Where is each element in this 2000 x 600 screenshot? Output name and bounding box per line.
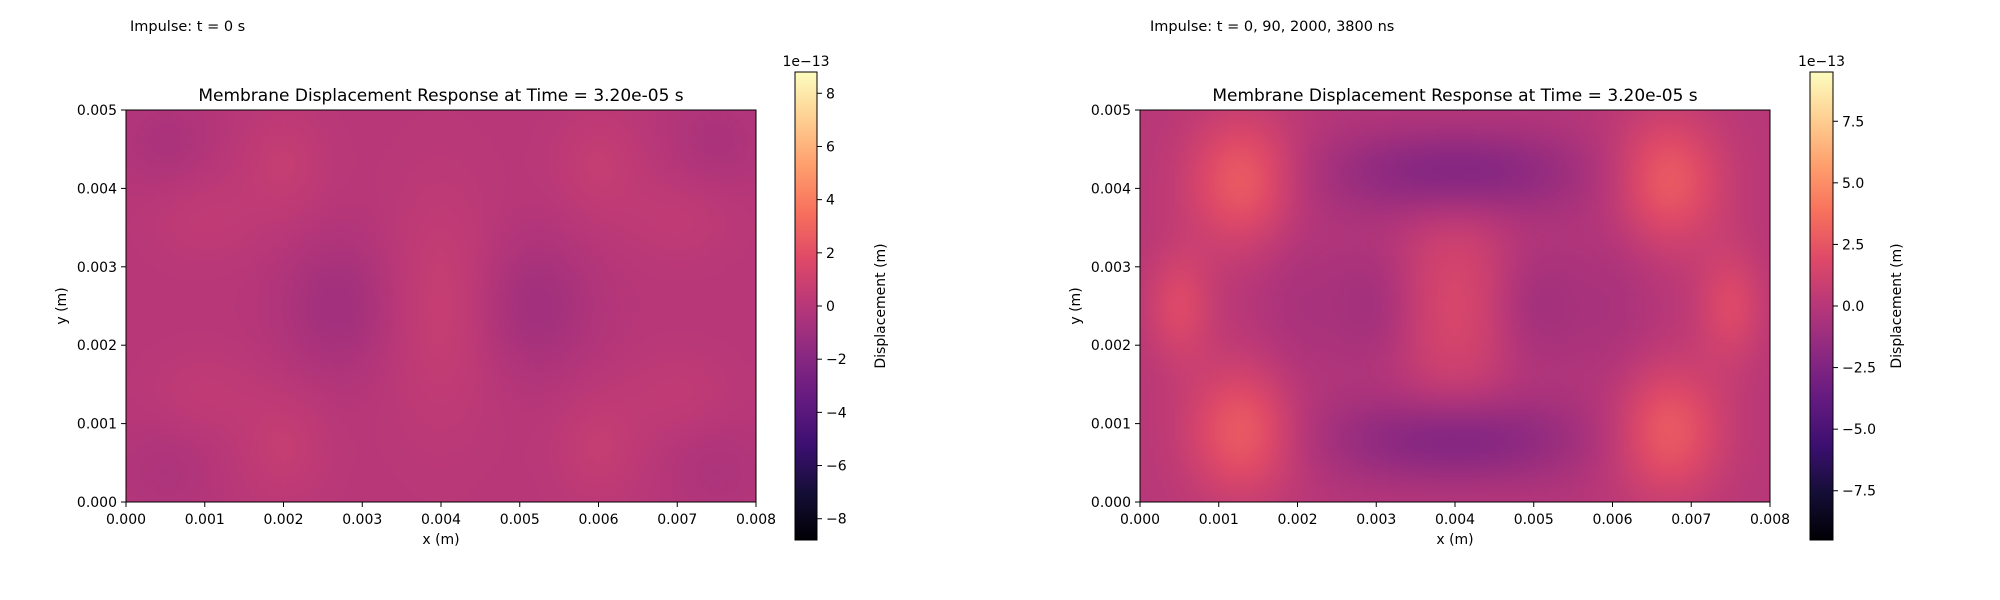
colorbar-tick-label: −7.5 [1842,484,1876,500]
x-tick-label: 0.008 [736,512,776,528]
y-tick-label: 0.004 [1091,181,1131,197]
x-tick-label: 0.001 [185,512,225,528]
colorbar-tick-label: 4 [826,193,835,209]
x-axis-label: x (m) [422,532,459,548]
y-tick-label: 0.000 [77,495,117,511]
panel-caption-right: Impulse: t = 0, 90, 2000, 3800 ns [1150,19,1395,35]
y-tick-label: 0.001 [77,417,117,433]
x-tick-label: 0.001 [1199,512,1239,528]
x-tick-label: 0.002 [1277,512,1317,528]
x-tick-label: 0.000 [106,512,146,528]
x-tick-label: 0.003 [1356,512,1396,528]
x-tick-label: 0.006 [578,512,618,528]
colorbar-scale-label: 1e−13 [782,54,829,70]
y-tick-label: 0.005 [77,103,117,119]
colorbar-scale-label: 1e−13 [1798,54,1845,70]
panel-caption-left: Impulse: t = 0 s [130,19,246,35]
colorbar-tick-label: 6 [826,139,835,155]
y-tick-label: 0.003 [1091,260,1131,276]
chart-panel-1: Membrane Displacement Response at Time =… [54,54,889,548]
x-tick-label: 0.005 [1514,512,1554,528]
colorbar-tick-label: 8 [826,86,835,102]
y-tick-label: 0.002 [1091,338,1131,354]
y-tick-label: 0.002 [77,338,117,354]
colorbar-tick-label: 2.5 [1842,237,1864,253]
x-tick-label: 0.003 [342,512,382,528]
y-tick-label: 0.003 [77,260,117,276]
colorbar-tick-label: −6 [826,459,847,475]
y-axis-label: y (m) [54,287,70,324]
heatmap-field [1140,110,1770,502]
x-tick-label: 0.004 [1435,512,1475,528]
x-tick-label: 0.004 [421,512,461,528]
x-axis-label: x (m) [1436,532,1473,548]
x-tick-label: 0.002 [263,512,303,528]
colorbar [1809,71,1834,541]
x-tick-label: 0.005 [500,512,540,528]
colorbar-tick-label: −2 [826,352,847,368]
colorbar-tick-label: 0.0 [1842,299,1864,315]
colorbar-tick-label: 0 [826,299,835,315]
colorbar-tick-label: 5.0 [1842,176,1864,192]
chart-title: Membrane Displacement Response at Time =… [1212,86,1697,106]
x-tick-label: 0.007 [1671,512,1711,528]
x-tick-label: 0.007 [657,512,697,528]
colorbar [794,71,818,541]
x-tick-label: 0.006 [1592,512,1632,528]
colorbar-tick-label: −8 [826,512,847,528]
y-axis-label: y (m) [1068,287,1084,324]
y-tick-label: 0.001 [1091,417,1131,433]
colorbar-tick-label: 2 [826,246,835,262]
y-tick-label: 0.004 [77,181,117,197]
colorbar-tick-label: −5.0 [1842,422,1876,438]
x-tick-label: 0.008 [1750,512,1790,528]
colorbar-tick-label: 7.5 [1842,114,1864,130]
x-tick-label: 0.000 [1120,512,1160,528]
y-tick-label: 0.005 [1091,103,1131,119]
y-tick-label: 0.000 [1091,495,1131,511]
chart-panel-2: Membrane Displacement Response at Time =… [1068,54,1905,548]
heatmap-field [126,110,756,502]
colorbar-tick-label: −2.5 [1842,361,1876,377]
colorbar-label: Displacement (m) [873,243,889,368]
colorbar-tick-label: −4 [826,405,847,421]
chart-title: Membrane Displacement Response at Time =… [198,86,683,106]
colorbar-label: Displacement (m) [1889,243,1905,368]
